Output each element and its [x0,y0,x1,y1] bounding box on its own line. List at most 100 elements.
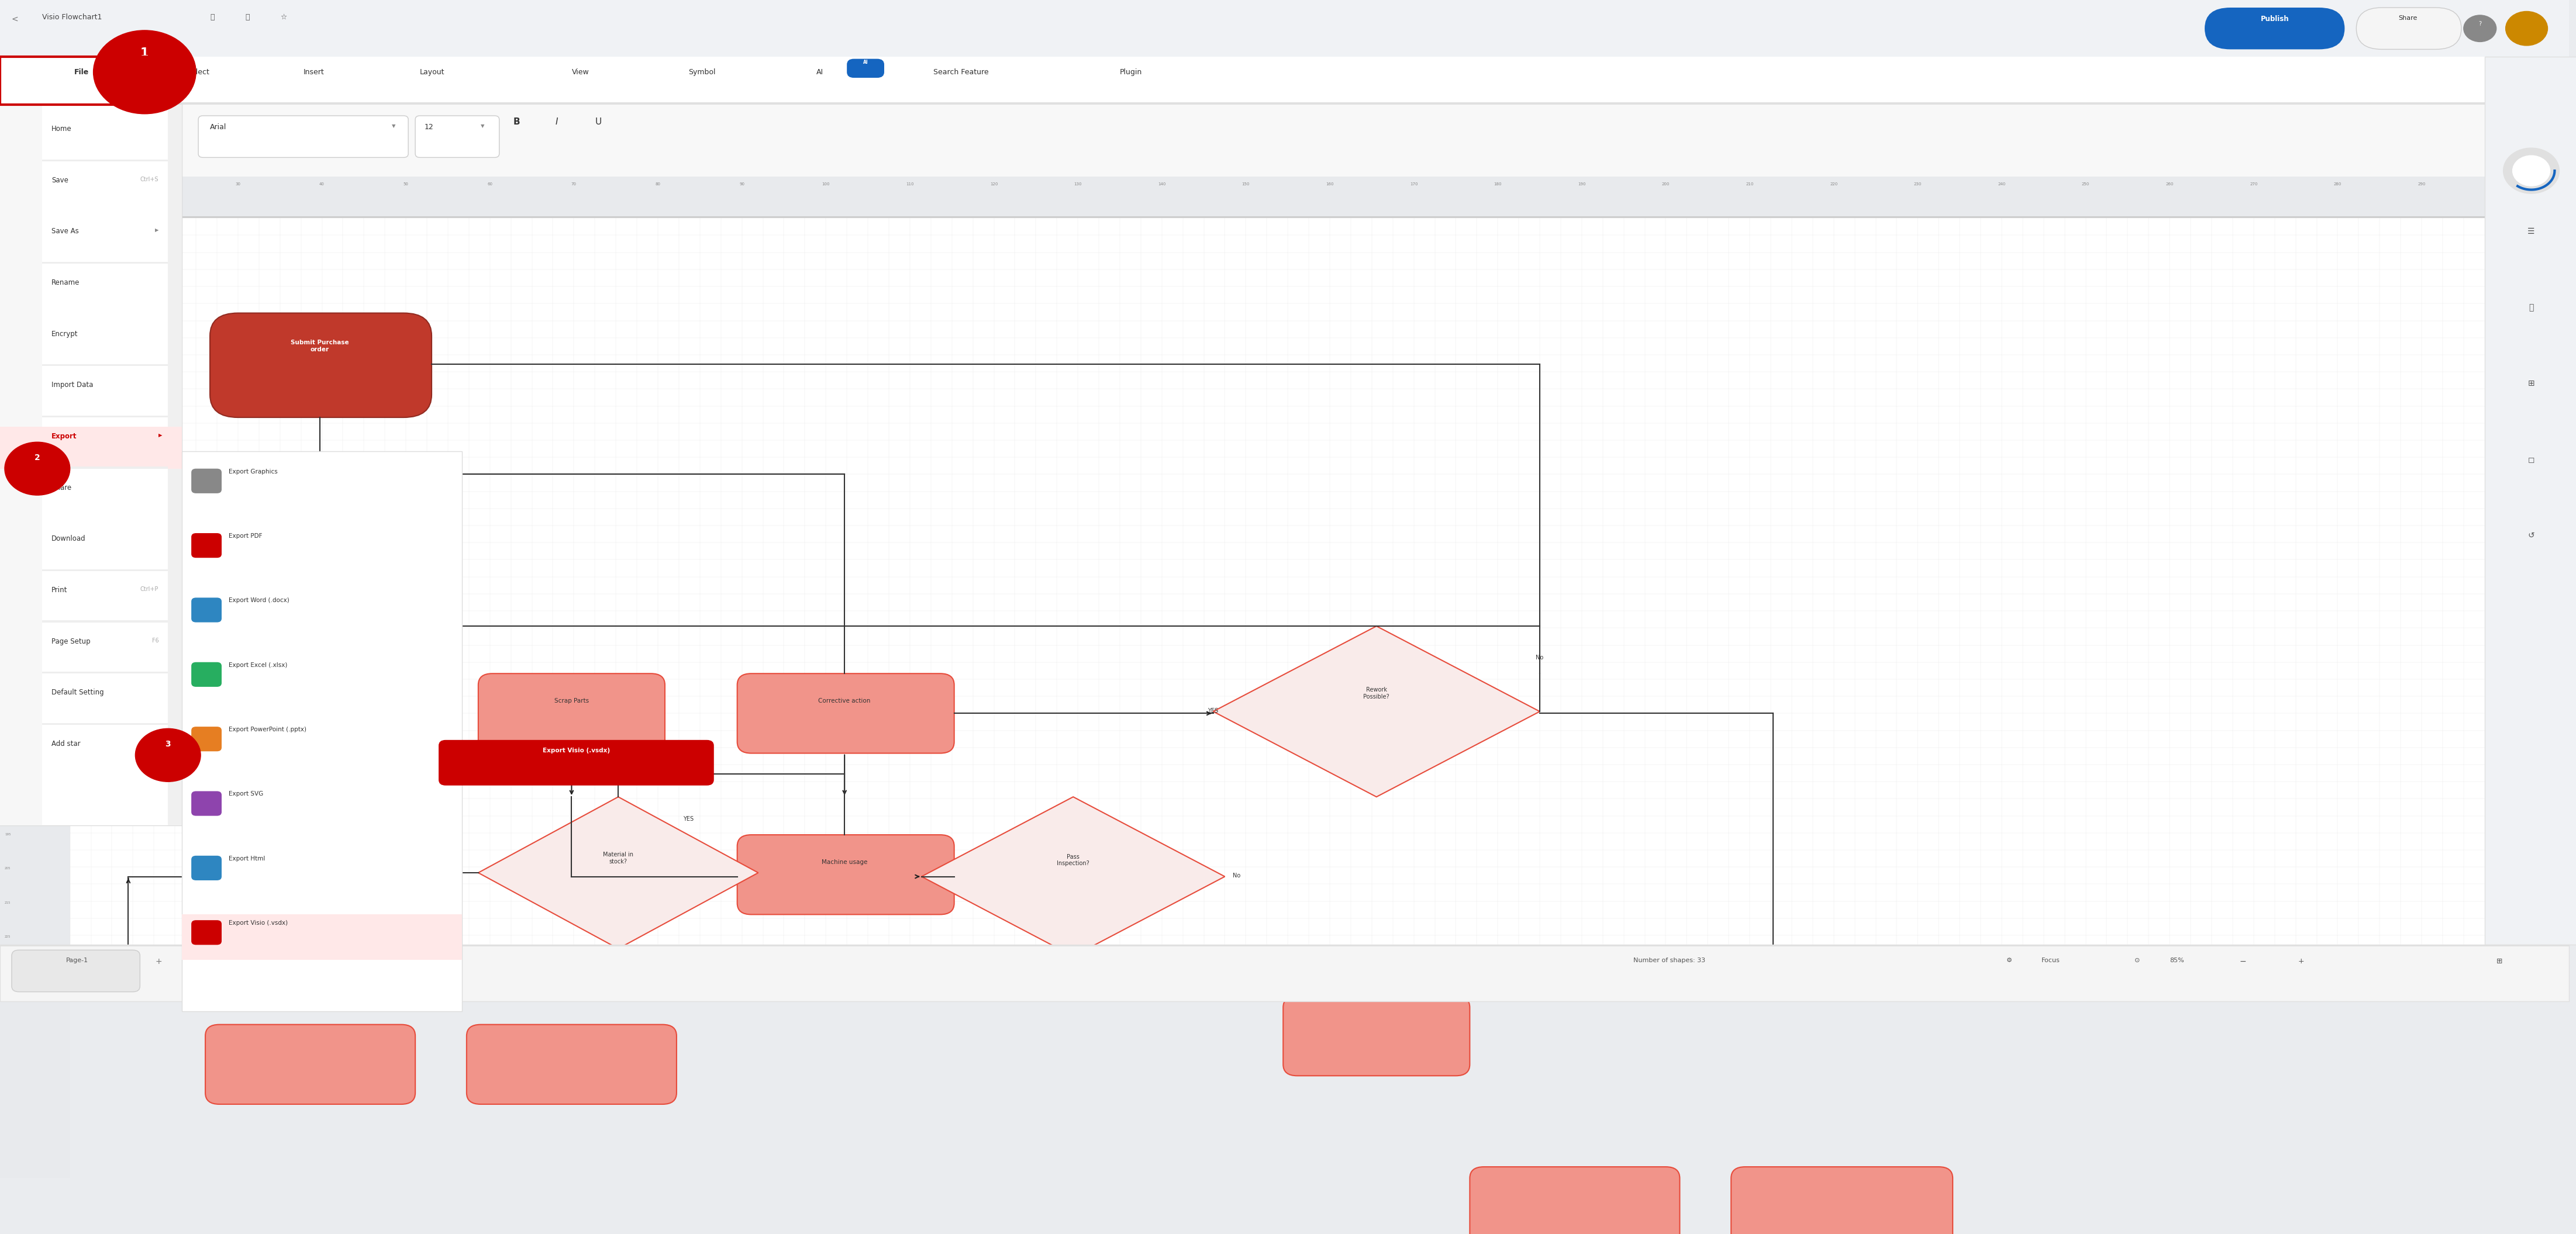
Text: Order material: Order material [289,1049,332,1055]
Text: Default Setting: Default Setting [52,689,103,696]
Text: 75: 75 [5,423,8,426]
Text: 15: 15 [5,218,8,221]
Text: YES: YES [683,816,693,822]
Text: ◻: ◻ [2527,455,2535,464]
Text: Share: Share [2398,15,2416,21]
Circle shape [2512,155,2550,186]
Polygon shape [433,1139,711,1234]
Text: 180: 180 [1494,183,1502,185]
Text: 280: 280 [2334,183,2342,185]
Text: 290: 290 [2419,183,2427,185]
Text: Download: Download [52,536,85,543]
Text: 140: 140 [1159,183,1167,185]
Text: 215: 215 [5,901,10,905]
Text: Search Feature: Search Feature [933,68,989,77]
Text: Add star: Add star [52,740,80,748]
Text: 190: 190 [1579,183,1587,185]
Text: Export Word (.docx): Export Word (.docx) [229,597,289,603]
Text: 30: 30 [234,183,240,185]
Text: 230: 230 [1914,183,1922,185]
Text: 240: 240 [1999,183,2007,185]
Circle shape [93,31,196,114]
Text: 185: 185 [5,798,10,802]
Text: 3: 3 [165,740,170,748]
Text: 220: 220 [1829,183,1837,185]
Bar [0,102,2568,105]
Text: Export Html: Export Html [229,855,265,861]
Text: Export PowerPoint (.pptx): Export PowerPoint (.pptx) [229,727,307,733]
Text: ▼: ▼ [392,123,397,128]
Text: 135: 135 [5,628,10,631]
Text: 85%: 85% [2169,958,2184,964]
Text: Rework
Possible?: Rework Possible? [1363,687,1388,700]
Text: Pass
Inspection?: Pass Inspection? [1056,854,1090,866]
Text: <: < [13,15,18,23]
Text: 50: 50 [404,183,410,185]
Text: 160: 160 [1327,183,1334,185]
Polygon shape [922,797,1224,956]
Text: Pass
inspection?: Pass inspection? [556,1193,587,1206]
Text: Machine usage: Machine usage [1352,1021,1399,1027]
Polygon shape [1448,958,1726,1109]
Text: 125: 125 [5,594,10,597]
Text: No: No [1734,996,1741,1002]
Text: No: No [1059,1119,1066,1125]
FancyBboxPatch shape [737,674,953,753]
Text: 155: 155 [5,696,10,700]
Text: 40: 40 [319,183,325,185]
Bar [70,218,2486,944]
Text: 195: 195 [5,833,10,835]
Bar [0,0,2568,57]
Text: ▶: ▶ [160,433,162,438]
Text: B: B [513,117,520,126]
Text: Material in
stock?: Material in stock? [603,851,634,865]
FancyBboxPatch shape [2205,7,2344,49]
Text: 270: 270 [2249,183,2257,185]
Bar [0,105,41,826]
Text: 90: 90 [739,183,744,185]
Text: Insert: Insert [304,68,325,77]
Circle shape [2506,11,2548,46]
FancyBboxPatch shape [1283,996,1471,1076]
Text: Ship to customer: Ship to customer [1814,1192,1868,1197]
FancyBboxPatch shape [206,1024,415,1104]
Bar [41,416,167,417]
Text: Submit Purchase
order: Submit Purchase order [291,339,348,352]
Text: ▶: ▶ [155,228,160,233]
Text: 115: 115 [5,560,10,563]
FancyBboxPatch shape [185,950,314,992]
Bar [41,364,167,366]
Text: View: View [572,68,590,77]
Text: Rename: Rename [52,279,80,286]
Text: Plugin: Plugin [1121,68,1141,77]
Text: Machine usage: Machine usage [822,859,868,865]
Text: Clean and pack: Clean and pack [1551,1192,1597,1197]
Text: Home: Home [52,125,72,133]
FancyBboxPatch shape [191,855,222,880]
Bar [167,105,183,826]
FancyBboxPatch shape [13,950,139,992]
Polygon shape [933,958,1213,1109]
Bar [183,914,461,960]
Text: 165: 165 [5,731,10,733]
Text: AI: AI [863,59,868,65]
Text: ⚙: ⚙ [2007,958,2012,964]
FancyBboxPatch shape [466,1024,677,1104]
Text: Export Excel (.xlsx): Export Excel (.xlsx) [229,663,289,668]
Text: Encrypt: Encrypt [52,331,77,338]
Text: No: No [155,1204,162,1211]
Text: 205: 205 [5,868,10,870]
Text: 60: 60 [487,183,492,185]
Bar [41,621,167,622]
Text: Scrap Parts: Scrap Parts [554,698,590,705]
Text: 130: 130 [1074,183,1082,185]
Text: YES: YES [1208,707,1218,713]
Text: 95: 95 [5,491,8,495]
FancyBboxPatch shape [737,835,953,914]
Text: 55: 55 [5,355,8,358]
Polygon shape [152,1139,433,1234]
Text: ?: ? [2478,21,2481,27]
Text: 260: 260 [2166,183,2174,185]
FancyBboxPatch shape [191,469,222,494]
Text: ⊞: ⊞ [2496,958,2501,965]
